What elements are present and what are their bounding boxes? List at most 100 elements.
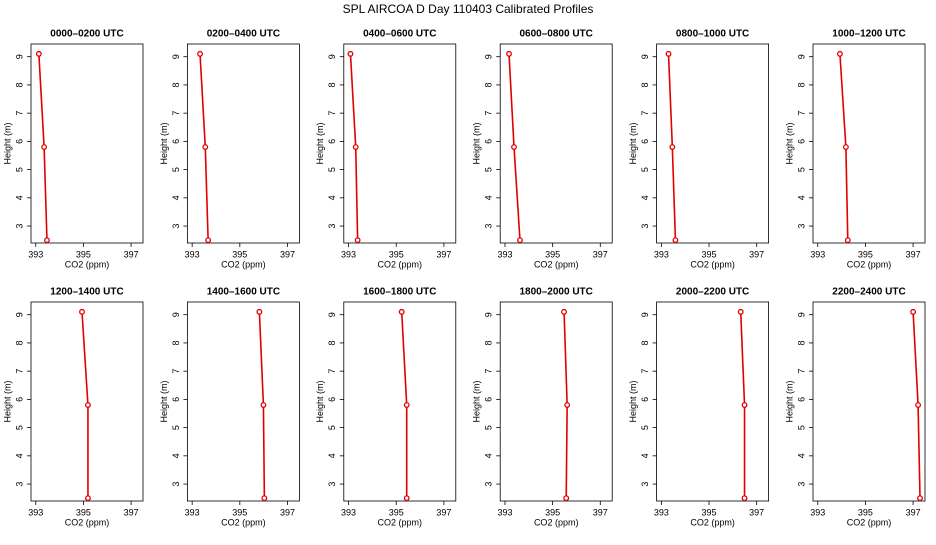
y-tick-label: 7 [327, 369, 337, 374]
y-tick-label: 9 [14, 312, 24, 317]
y-tick-label: 4 [640, 195, 650, 200]
x-tick-label: 395 [545, 249, 560, 259]
panel-title: 1600–1800 UTC [363, 287, 436, 298]
y-tick-label: 9 [327, 312, 337, 317]
plot-frame [812, 43, 926, 244]
y-tick-label: 7 [327, 111, 337, 116]
x-axis-label: CO2 (ppm) [847, 517, 892, 527]
x-tick-label: 393 [28, 249, 43, 259]
y-axis-label: Height (m) [2, 380, 12, 422]
x-tick-label: 397 [749, 507, 764, 517]
x-axis-label: CO2 (ppm) [65, 259, 110, 269]
plot-frame [186, 301, 300, 502]
y-tick-label: 4 [171, 195, 181, 200]
profile-point [403, 402, 410, 408]
y-tick-label: 7 [484, 369, 494, 374]
x-tick-label: 393 [341, 507, 356, 517]
y-tick-label: 8 [327, 82, 337, 87]
panel-title: 2000–2200 UTC [676, 287, 749, 298]
profile-point [398, 308, 405, 315]
profile-point [506, 50, 512, 57]
y-tick-label: 3 [14, 224, 24, 229]
plot-frame [656, 43, 769, 244]
y-tick-label: 3 [171, 482, 181, 487]
panel-title: 0600–0800 UTC [520, 29, 593, 40]
profile-point [44, 237, 50, 244]
y-tick-label: 8 [640, 340, 650, 345]
plot-frame [499, 301, 613, 502]
x-axis-label: CO2 (ppm) [690, 259, 735, 269]
y-tick-label: 7 [640, 111, 650, 116]
y-tick-label: 7 [640, 369, 650, 374]
y-tick-label: 9 [796, 54, 806, 59]
y-tick-label: 9 [14, 54, 24, 59]
x-tick-label: 395 [858, 249, 873, 259]
profile-point [352, 144, 359, 150]
panel-title: 0800–1000 UTC [676, 29, 749, 40]
x-axis-label: CO2 (ppm) [221, 517, 266, 527]
profile-point [85, 495, 91, 502]
y-tick-label: 4 [484, 453, 494, 458]
profile-point [737, 308, 744, 315]
profile-point [85, 402, 91, 408]
y-tick-label: 9 [796, 312, 806, 317]
y-tick-label: 3 [327, 224, 337, 229]
profile-point [564, 402, 571, 408]
x-tick-label: 395 [232, 507, 247, 517]
y-tick-label: 3 [640, 482, 650, 487]
y-tick-label: 5 [171, 167, 181, 172]
panel-title: 1000–1200 UTC [832, 29, 905, 40]
y-tick-label: 9 [171, 54, 181, 59]
y-tick-label: 5 [171, 425, 181, 430]
x-tick-label: 397 [124, 507, 139, 517]
y-tick-label: 6 [796, 397, 806, 402]
profile-point [665, 50, 672, 57]
y-axis-label: Height (m) [159, 380, 169, 422]
panel-title: 0200–0400 UTC [207, 29, 280, 40]
profile-point [844, 237, 851, 244]
panel-title: 1200–1400 UTC [50, 287, 123, 298]
y-tick-label: 9 [327, 54, 337, 59]
y-axis-label: Height (m) [784, 380, 794, 422]
y-tick-label: 8 [171, 82, 181, 87]
x-tick-label: 393 [28, 507, 43, 517]
profile-point [836, 50, 843, 57]
y-tick-label: 6 [640, 139, 650, 144]
y-tick-label: 6 [484, 397, 494, 402]
profile-point [669, 144, 676, 150]
x-axis-label: CO2 (ppm) [65, 517, 110, 527]
profile-point [741, 495, 748, 502]
x-tick-label: 393 [810, 249, 825, 259]
x-tick-label: 395 [702, 507, 717, 517]
x-tick-label: 393 [654, 249, 669, 259]
x-tick-label: 393 [810, 507, 825, 517]
x-tick-label: 397 [280, 249, 295, 259]
x-axis-label: CO2 (ppm) [690, 517, 735, 527]
y-tick-label: 9 [171, 312, 181, 317]
profile-point [917, 495, 923, 502]
y-tick-label: 5 [796, 167, 806, 172]
x-axis-label: CO2 (ppm) [534, 259, 579, 269]
y-axis-label: Height (m) [159, 122, 169, 164]
y-tick-label: 7 [14, 369, 24, 374]
figure-title: SPL AIRCOA D Day 110403 Calibrated Profi… [343, 2, 594, 16]
y-tick-label: 5 [327, 425, 337, 430]
y-tick-label: 3 [640, 224, 650, 229]
x-axis-label: CO2 (ppm) [378, 259, 423, 269]
x-tick-label: 393 [654, 507, 669, 517]
y-tick-label: 5 [796, 425, 806, 430]
y-tick-label: 7 [796, 369, 806, 374]
y-tick-label: 4 [640, 453, 650, 458]
profile-point [511, 144, 517, 150]
plot-frame [812, 301, 926, 502]
x-tick-label: 395 [76, 507, 91, 517]
profile-point [79, 308, 85, 315]
x-tick-label: 393 [185, 249, 200, 259]
y-axis-label: Height (m) [784, 122, 794, 164]
y-tick-label: 5 [484, 425, 494, 430]
x-tick-label: 395 [232, 249, 247, 259]
y-axis-label: Height (m) [2, 122, 12, 164]
y-tick-label: 6 [796, 139, 806, 144]
x-tick-label: 395 [545, 507, 560, 517]
x-axis-label: CO2 (ppm) [534, 517, 579, 527]
